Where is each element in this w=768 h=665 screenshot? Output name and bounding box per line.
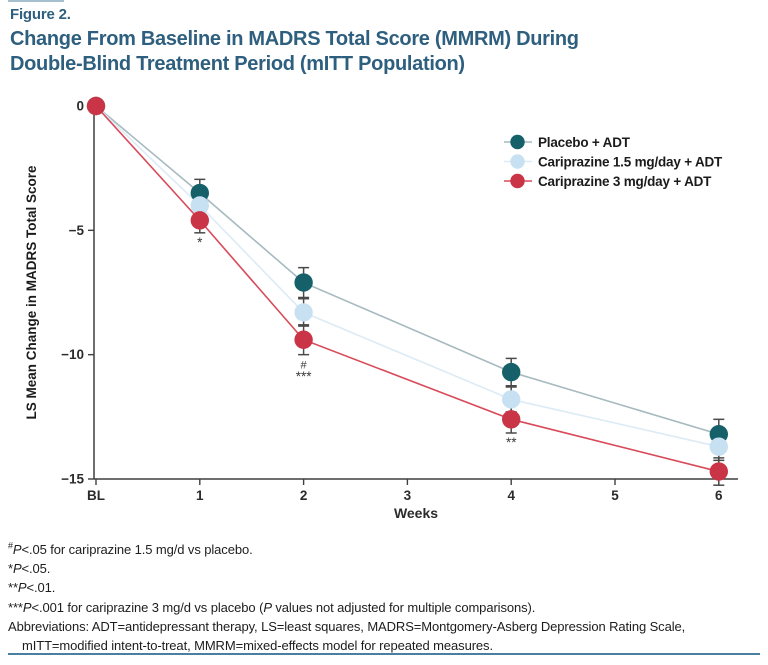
- data-point-series2-week2: [294, 330, 313, 349]
- data-point-series0-week4: [502, 362, 521, 382]
- significance-marker: *: [197, 235, 203, 250]
- x-tick-label: 1: [196, 488, 204, 503]
- data-point-series1-week6: [709, 437, 728, 456]
- legend-label: Placebo + ADT: [538, 135, 631, 150]
- legend-label: Cariprazine 1.5 mg/day + ADT: [538, 154, 723, 169]
- footnotes: #P<.05 for cariprazine 1.5 mg/d vs place…: [8, 540, 762, 655]
- y-tick-label: 0: [76, 99, 84, 114]
- significance-marker: ***: [296, 369, 313, 384]
- x-tick-label: 4: [507, 488, 515, 503]
- y-tick-label: −10: [61, 347, 84, 362]
- line-chart: 0 −5 −10 −15 BL 1 2 3 4 5 6 Weeks LS Mean Change in …: [24, 96, 738, 521]
- footnote-line: **P<.01.: [8, 580, 56, 596]
- footnote-line: Abbreviations: ADT=antidepressant therap…: [8, 618, 686, 634]
- y-tick-label: −15: [61, 472, 84, 487]
- data-point-series1-week1: [190, 196, 209, 215]
- footnote-line: #P<.05 for cariprazine 1.5 mg/d vs place…: [8, 540, 253, 557]
- data-point-series2-week1: [190, 211, 209, 230]
- footnote-line: mITT=modified intent-to-treat, MMRM=mixe…: [22, 638, 493, 654]
- data-point-series2-week4: [502, 410, 521, 429]
- top-rule: [8, 0, 64, 2]
- x-tick-label: BL: [87, 488, 105, 503]
- figure-label: Figure 2.: [10, 6, 71, 23]
- footnote-line: *P<.05.: [8, 561, 51, 577]
- figure-title-line1: Change From Baseline in MADRS Total Scor…: [10, 28, 579, 50]
- data-point-series0-week2: [294, 273, 313, 292]
- data-point-series2-week0: [86, 96, 106, 116]
- legend-marker: [510, 154, 525, 169]
- data-point-series2-week6: [709, 462, 728, 481]
- figure-title-line2: Double-Blind Treatment Period (mITT Popu…: [10, 53, 465, 75]
- bottom-rule: [8, 653, 760, 655]
- footnote-line: ***P<.001 for cariprazine 3 mg/d vs plac…: [8, 599, 536, 615]
- data-point-series1-week2: [294, 303, 313, 322]
- x-tick-label: 3: [404, 488, 412, 503]
- x-tick-label: 2: [300, 488, 308, 503]
- significance-marker: #: [301, 360, 308, 372]
- data-point-series1-week4: [502, 390, 521, 409]
- y-axis-title: LS Mean Change in MADRS Total Score: [24, 165, 39, 420]
- x-axis-title: Weeks: [394, 505, 438, 521]
- significance-marker: **: [506, 435, 517, 450]
- x-tick-label: 5: [611, 488, 619, 503]
- x-tick-label: 6: [715, 488, 723, 503]
- figure-title: Change From Baseline in MADRS Total Scor…: [10, 27, 730, 77]
- y-tick-label: −5: [69, 223, 85, 238]
- legend-marker: [510, 173, 525, 189]
- legend-marker: [510, 134, 525, 150]
- legend-label: Cariprazine 3 mg/day + ADT: [538, 174, 712, 189]
